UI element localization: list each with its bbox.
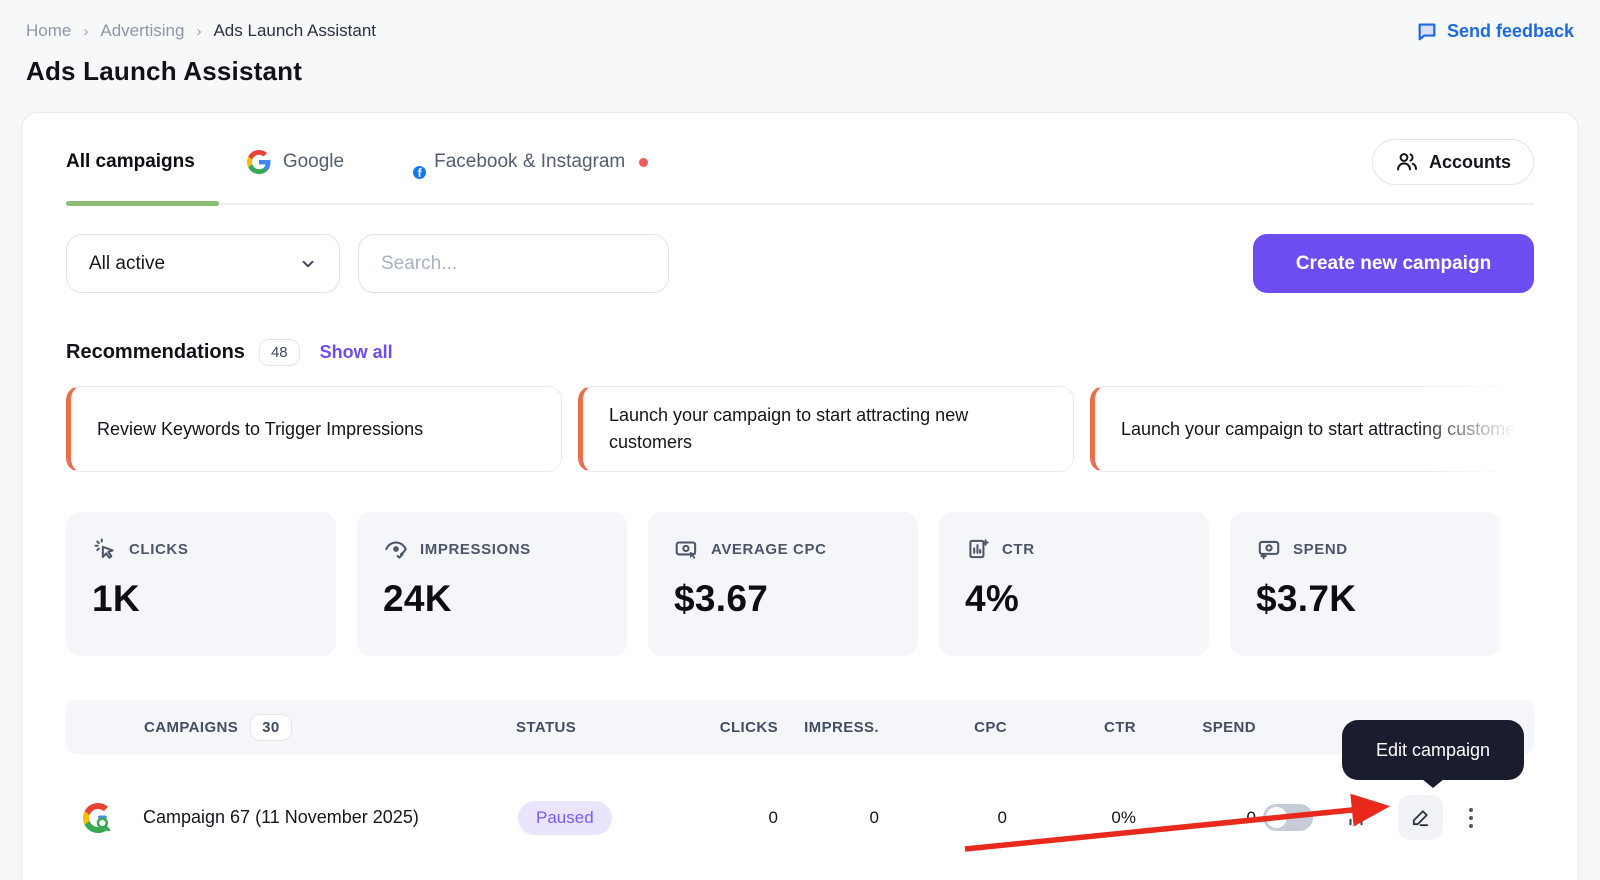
cell-cpc: 0: [997, 807, 1007, 827]
tab-facebook-instagram-label: Facebook & Instagram: [434, 151, 626, 172]
status-filter-select[interactable]: All active: [66, 234, 340, 293]
breadcrumb-separator-icon: ›: [83, 22, 89, 40]
create-new-campaign-button[interactable]: Create new campaign: [1253, 234, 1534, 293]
campaign-stats-button[interactable]: [1333, 795, 1378, 840]
facebook-instagram-icon: f: [396, 149, 429, 181]
tab-google-label: Google: [282, 151, 345, 172]
stat-label: SPEND: [1293, 540, 1348, 558]
breadcrumb-current: Ads Launch Assistant: [213, 21, 377, 40]
column-ctr: CTR: [1103, 718, 1136, 736]
stat-card-spend: SPEND $3.7K: [1230, 512, 1500, 656]
table-header: CAMPAIGNS 30 STATUS CLICKS IMPRESS. CPC …: [66, 700, 1534, 754]
campaign-enable-toggle[interactable]: [1263, 804, 1313, 831]
page-title: Ads Launch Assistant: [26, 56, 303, 86]
chart-plus-icon: [965, 536, 991, 562]
status-filter-value: All active: [89, 252, 166, 274]
breadcrumb-separator-icon: ›: [196, 22, 202, 40]
stat-card-clicks: CLICKS 1K: [66, 512, 336, 656]
row-menu-button[interactable]: [1463, 802, 1479, 834]
tabs-row: All campaigns Google f Facebook & Instag…: [66, 139, 1534, 185]
status-badge: Paused: [518, 800, 612, 835]
stat-label: AVERAGE CPC: [711, 540, 827, 558]
accounts-button-label: Accounts: [1428, 151, 1511, 172]
edit-campaign-button[interactable]: [1398, 795, 1443, 840]
recommendation-card[interactable]: Review Keywords to Trigger Impressions: [66, 386, 562, 472]
stat-label: CTR: [1002, 540, 1035, 558]
recommendation-card[interactable]: Launch your campaign to start attracting…: [578, 386, 1074, 472]
money-cursor-icon: [674, 536, 700, 562]
google-search-campaign-icon: [83, 802, 113, 833]
recommendation-text: Launch your campaign to start attracting…: [1121, 418, 1531, 439]
column-status: STATUS: [516, 718, 577, 736]
send-feedback-link[interactable]: Send feedback: [1416, 20, 1574, 42]
campaigns-panel: All campaigns Google f Facebook & Instag…: [21, 112, 1579, 880]
stat-value: $3.67: [674, 578, 769, 619]
accounts-button[interactable]: Accounts: [1371, 139, 1534, 185]
top-bar: Home › Advertising › Ads Launch Assistan…: [0, 0, 1600, 42]
stat-label: CLICKS: [129, 540, 189, 558]
bar-chart-icon: [1345, 807, 1367, 829]
filter-row: All active Create new campaign: [66, 234, 1534, 293]
column-cpc: CPC: [974, 718, 1007, 736]
stat-value: $3.7K: [1256, 578, 1357, 619]
stat-card-ctr: CTR 4%: [939, 512, 1209, 656]
recommendation-cards: Review Keywords to Trigger Impressions L…: [66, 386, 1534, 474]
recommendation-text: Launch your campaign to start attracting…: [609, 405, 969, 452]
money-plus-icon: [1256, 536, 1282, 562]
cell-spend: 0: [1246, 807, 1256, 827]
breadcrumb-home[interactable]: Home: [26, 21, 72, 40]
tab-all-campaigns[interactable]: All campaigns: [66, 151, 195, 173]
tab-facebook-instagram[interactable]: f Facebook & Instagram: [396, 149, 649, 181]
recommendations-title: Recommendations: [66, 341, 245, 363]
campaign-name[interactable]: Campaign 67 (11 November 2025): [143, 807, 419, 827]
chevron-down-icon: [299, 255, 317, 273]
campaigns-table: CAMPAIGNS 30 STATUS CLICKS IMPRESS. CPC …: [66, 700, 1534, 880]
column-campaigns: CAMPAIGNS: [144, 718, 239, 736]
cell-clicks: 0: [768, 807, 778, 827]
campaigns-count-badge: 30: [250, 713, 292, 741]
users-icon: [1395, 150, 1419, 174]
stat-value: 4%: [965, 578, 1020, 619]
cursor-click-icon: [92, 536, 118, 562]
recommendation-text: Review Keywords to Trigger Impressions: [97, 418, 424, 439]
recommendation-card[interactable]: Launch your campaign to start attracting…: [1090, 386, 1534, 472]
breadcrumb-advertising[interactable]: Advertising: [100, 21, 185, 40]
search-input[interactable]: [358, 234, 669, 293]
show-all-link[interactable]: Show all: [319, 342, 393, 362]
edit-campaign-tooltip: Edit campaign: [1342, 720, 1524, 788]
column-clicks: CLICKS: [719, 718, 778, 736]
breadcrumb: Home › Advertising › Ads Launch Assistan…: [26, 21, 376, 41]
stat-card-impressions: IMPRESSIONS 24K: [357, 512, 627, 656]
recommendations-count-badge: 48: [258, 339, 300, 366]
cell-ctr: 0%: [1111, 807, 1136, 827]
chat-bubble-icon: [1416, 20, 1438, 42]
column-impressions: IMPRESS.: [804, 718, 879, 736]
table-row: Campaign 67 (11 November 2025) Paused 0 …: [66, 754, 1534, 880]
alert-dot-icon: [639, 157, 649, 167]
active-tab-indicator: [66, 201, 219, 206]
search-box: [358, 234, 669, 293]
google-logo-icon: [246, 150, 271, 174]
tab-all-campaigns-label: All campaigns: [66, 151, 195, 172]
stat-value: 1K: [92, 578, 140, 619]
stat-label: IMPRESSIONS: [420, 540, 531, 558]
stats-row: CLICKS 1K IMPRESSIONS 24K: [66, 512, 1534, 656]
tooltip-label: Edit campaign: [1375, 739, 1491, 760]
pen-icon: [1409, 806, 1432, 829]
send-feedback-label: Send feedback: [1446, 20, 1574, 41]
tabs-underline: [66, 201, 1534, 206]
eye-check-icon: [383, 536, 409, 562]
tab-google[interactable]: Google: [246, 150, 345, 174]
stat-value: 24K: [383, 578, 452, 619]
column-spend: SPEND: [1202, 718, 1256, 736]
recommendations-header: Recommendations 48 Show all: [66, 339, 1534, 366]
stat-card-average-cpc: AVERAGE CPC $3.67: [648, 512, 918, 656]
cell-impressions: 0: [869, 807, 879, 827]
